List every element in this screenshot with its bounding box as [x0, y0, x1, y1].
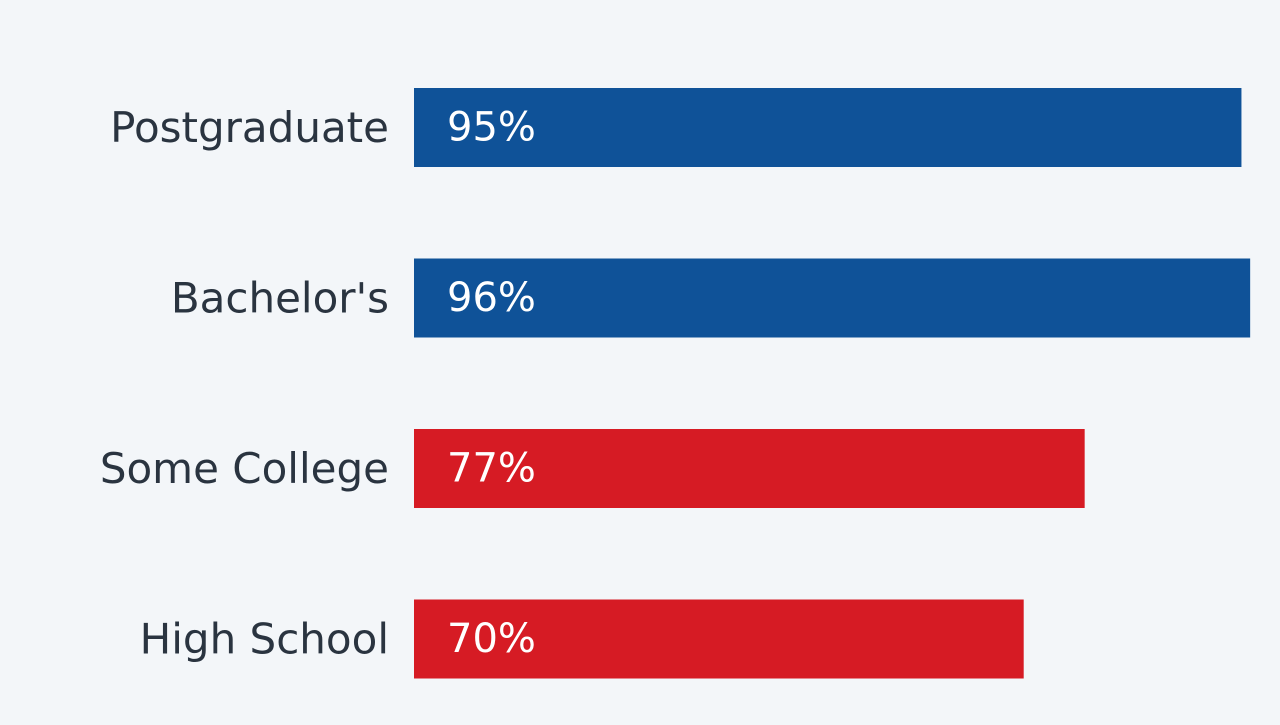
bar-high-school — [414, 599, 1024, 679]
bar-postgraduate — [414, 88, 1242, 167]
category-label: Bachelor's — [171, 274, 389, 323]
bar-bachelor-s — [414, 258, 1251, 338]
value-label: 77% — [447, 446, 536, 492]
category-label: High School — [140, 615, 389, 664]
value-label: 96% — [447, 275, 536, 321]
bar-some-college — [414, 429, 1085, 508]
category-label: Postgraduate — [110, 103, 389, 152]
value-label: 95% — [447, 105, 536, 151]
category-label: Some College — [100, 444, 389, 493]
value-label: 70% — [447, 616, 536, 662]
bars-layer: Postgraduate 95% Bachelor's 96% Some College… — [100, 88, 1251, 679]
